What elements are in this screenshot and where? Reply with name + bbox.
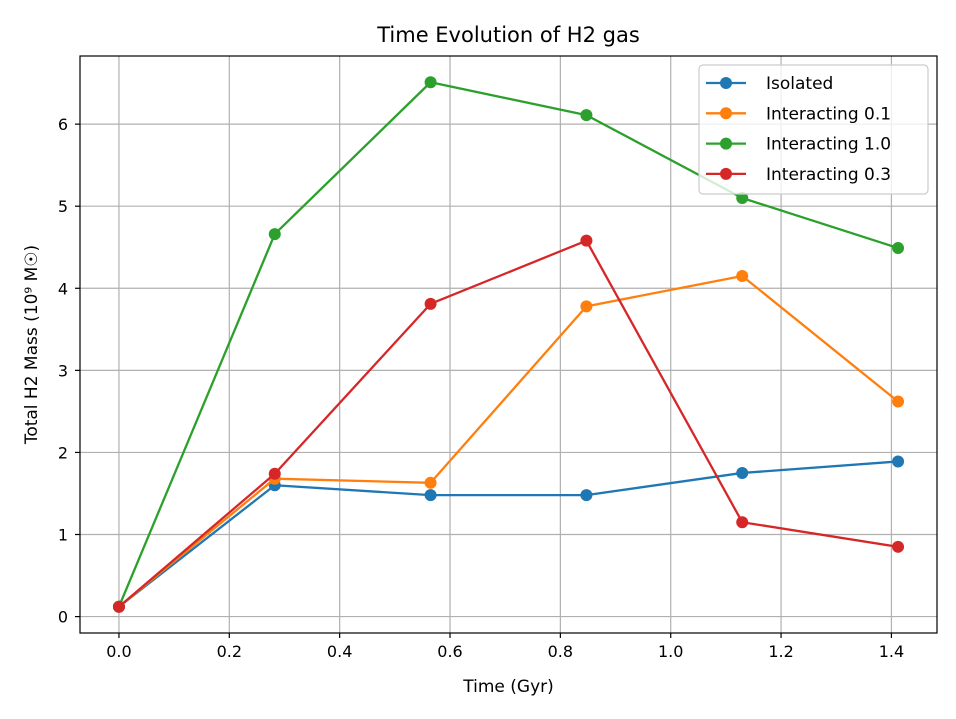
grid-lines (80, 56, 937, 633)
data-point (424, 476, 437, 489)
y-tick-label: 0 (58, 608, 68, 627)
y-tick-label: 5 (58, 197, 68, 216)
y-tick-label: 3 (58, 361, 68, 380)
x-tick-label: 0.0 (106, 642, 131, 661)
legend-marker (720, 167, 732, 180)
data-point (580, 234, 593, 247)
legend-entry: Interacting 0.3 (766, 165, 891, 185)
series-group (112, 234, 905, 613)
x-axis-label: Time (Gyr) (462, 677, 554, 697)
data-point (580, 109, 593, 122)
x-tick-label: 1.0 (658, 642, 683, 661)
legend-marker (720, 77, 732, 89)
x-tick-label: 0.6 (437, 642, 462, 661)
data-point (892, 455, 905, 468)
data-point (580, 489, 593, 502)
legend-box (698, 64, 929, 195)
data-point (736, 516, 749, 529)
data-point (892, 540, 905, 553)
data-point (736, 466, 749, 479)
x-tick-label: 1.4 (879, 642, 904, 661)
x-tick-label: 0.4 (327, 642, 352, 661)
data-point (736, 269, 749, 282)
axis-ticks: 0.0 0.2 0.4 0.6 0.8 1.0 1.2 1.4 0 1 2 3 4 5 6 (58, 115, 904, 661)
series-line (118, 460, 899, 608)
y-tick-label: 2 (58, 443, 68, 462)
data-point (892, 242, 905, 255)
series-line (118, 274, 899, 608)
data-point (424, 76, 437, 89)
x-tick-label: 0.8 (548, 642, 573, 661)
data-point (892, 395, 905, 408)
chart-title: Time Evolution of H2 gas (376, 23, 640, 47)
legend-entry: Isolated (766, 74, 833, 94)
legend-entry: Interacting 1.0 (766, 135, 891, 155)
series-line (118, 239, 899, 608)
series-layer (112, 76, 905, 613)
legend-marker (720, 107, 732, 120)
series-line (117, 81, 899, 608)
data-point (268, 228, 281, 241)
y-axis-label: Total H2 Mass (10⁹ M☉) (22, 245, 42, 445)
plot-frame (79, 55, 938, 634)
y-tick-label: 1 (58, 526, 68, 545)
x-tick-label: 0.2 (217, 642, 242, 661)
data-point (112, 600, 125, 613)
legend-entry: Interacting 0.1 (766, 104, 891, 124)
data-point (424, 297, 437, 310)
data-point (424, 489, 437, 502)
data-point (736, 191, 749, 204)
legend: Isolated Interacting 0.1 Interacting 1.0 In… (698, 64, 929, 195)
data-point (268, 467, 281, 480)
legend-marker (720, 137, 732, 150)
y-tick-label: 6 (58, 115, 68, 134)
x-tick-label: 1.2 (768, 642, 793, 661)
data-point (580, 300, 593, 313)
y-tick-label: 4 (58, 279, 68, 298)
